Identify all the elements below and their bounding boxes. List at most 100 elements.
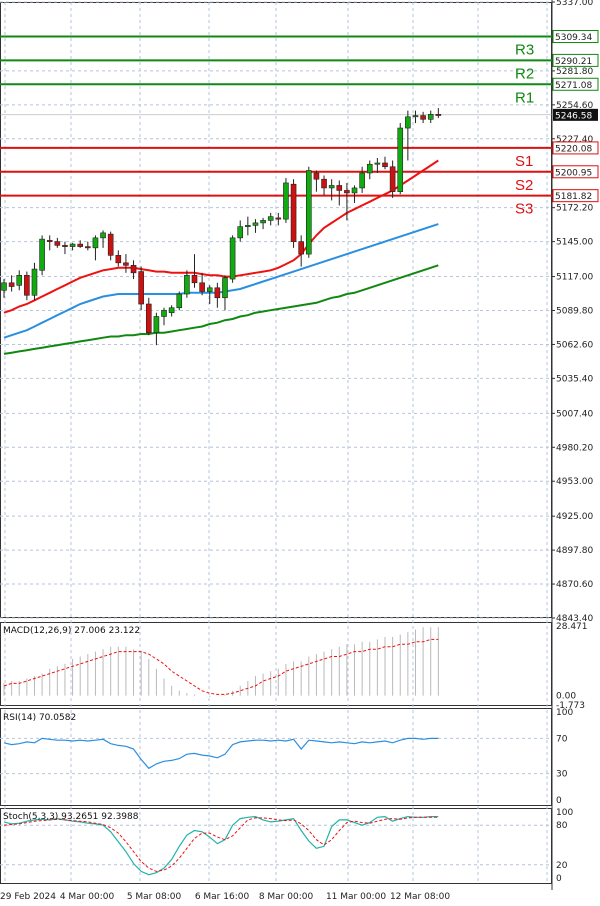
level-price-label: 5290.21 xyxy=(555,57,592,67)
y-tick-label: 4980.20 xyxy=(556,443,593,453)
candle-body xyxy=(374,162,381,165)
candle xyxy=(435,108,442,119)
level-label-r2: R2 xyxy=(515,65,534,82)
candle-body xyxy=(237,226,244,239)
candle-body xyxy=(351,187,358,194)
level-price-box xyxy=(552,77,599,91)
candle-body xyxy=(321,178,327,189)
candle-body xyxy=(153,316,160,334)
candle-body xyxy=(145,303,152,334)
candle xyxy=(283,177,289,223)
candle xyxy=(427,110,434,124)
candle xyxy=(69,242,76,251)
y-tick-label: 5145.00 xyxy=(556,238,593,248)
level-price-box xyxy=(552,165,599,179)
candle xyxy=(168,305,175,317)
level-label-s3: S3 xyxy=(515,201,533,218)
candle-body xyxy=(382,162,388,168)
candle xyxy=(1,279,7,298)
stoch-y-tick-label: 20 xyxy=(556,861,568,871)
level-price-label: 5200.95 xyxy=(555,168,592,178)
candle-body xyxy=(92,237,99,249)
candle-body xyxy=(176,293,183,309)
candlesticks xyxy=(1,108,442,346)
candle-body xyxy=(344,190,350,194)
candle xyxy=(54,237,61,248)
level-label-s2: S2 xyxy=(515,177,533,194)
candle-body xyxy=(275,217,282,220)
candle xyxy=(275,212,282,226)
candle-body xyxy=(77,243,83,247)
candle-body xyxy=(8,282,15,287)
candle xyxy=(382,156,388,170)
stoch-d-line xyxy=(3,816,439,872)
candle xyxy=(237,220,244,242)
candle-body xyxy=(123,262,129,266)
candle-body xyxy=(214,287,221,299)
candle-body xyxy=(168,307,175,314)
candle xyxy=(153,312,160,346)
candle xyxy=(184,270,190,298)
rsi-y-tick-label: 100 xyxy=(556,708,573,718)
candle xyxy=(85,241,91,251)
rsi-y-tick-label: 30 xyxy=(556,770,568,780)
y-tick-label: 4843.40 xyxy=(556,614,593,624)
candle-body xyxy=(46,240,53,242)
candle-body xyxy=(24,275,30,296)
candle xyxy=(351,185,358,203)
candle xyxy=(267,212,274,226)
y-tick-label: 5227.40 xyxy=(556,135,593,145)
candle-body xyxy=(405,116,411,129)
candle xyxy=(138,266,144,311)
candle xyxy=(374,157,381,173)
level-label-r1: R1 xyxy=(515,89,534,106)
candle-body xyxy=(138,271,144,305)
x-tick-label: 6 Mar 16:00 xyxy=(195,892,250,902)
y-tick-label: 5337.00 xyxy=(556,0,593,8)
y-tick-label: 4953.00 xyxy=(556,477,593,487)
candle-body xyxy=(100,232,106,239)
rsi-label: RSI(14) 70.0582 xyxy=(3,713,76,723)
candle-body xyxy=(283,182,289,220)
y-tick-label: 5117.00 xyxy=(556,273,593,283)
candle xyxy=(31,262,38,301)
x-tick-label: 12 Mar 08:00 xyxy=(390,892,450,902)
level-price-box xyxy=(552,141,599,155)
candle-body xyxy=(435,114,442,116)
candle-body xyxy=(252,222,259,226)
x-tick-label: 29 Feb 2024 xyxy=(0,892,56,902)
candle xyxy=(245,216,251,236)
y-tick-label: 5281.80 xyxy=(556,67,593,77)
candle xyxy=(412,110,419,124)
candle xyxy=(389,160,396,198)
candle xyxy=(397,123,404,195)
candle xyxy=(115,250,122,267)
x-tick-label: 8 Mar 00:00 xyxy=(259,892,314,902)
level-price-box xyxy=(552,30,599,44)
indicator-panels xyxy=(3,627,439,876)
level-price-box xyxy=(552,53,599,67)
y-tick-label: 4897.80 xyxy=(556,546,593,556)
candle-body xyxy=(62,245,68,247)
candle xyxy=(191,254,198,288)
candle xyxy=(336,180,343,206)
candle-body xyxy=(427,114,434,120)
candle xyxy=(130,260,137,280)
level-price-label: 5271.08 xyxy=(555,81,592,91)
candle xyxy=(214,282,221,308)
level-price-box xyxy=(552,189,599,203)
ma-mid-line xyxy=(3,223,439,339)
current-price-label: 5246.58 xyxy=(555,111,592,121)
y-tick-label: 5254.60 xyxy=(556,101,593,111)
level-price-label: 5220.08 xyxy=(555,144,592,154)
candle-body xyxy=(298,241,304,255)
candle xyxy=(107,231,114,261)
macd-y-tick-label: 0.00 xyxy=(556,692,576,702)
candle xyxy=(344,182,350,221)
candle xyxy=(328,179,335,201)
candle-body xyxy=(222,277,228,299)
candle-body xyxy=(107,233,114,256)
price-axes: 5337.00 5281.80 5254.60 5227.40 5172.20 5145.… xyxy=(552,0,599,884)
candle-body xyxy=(54,241,61,246)
